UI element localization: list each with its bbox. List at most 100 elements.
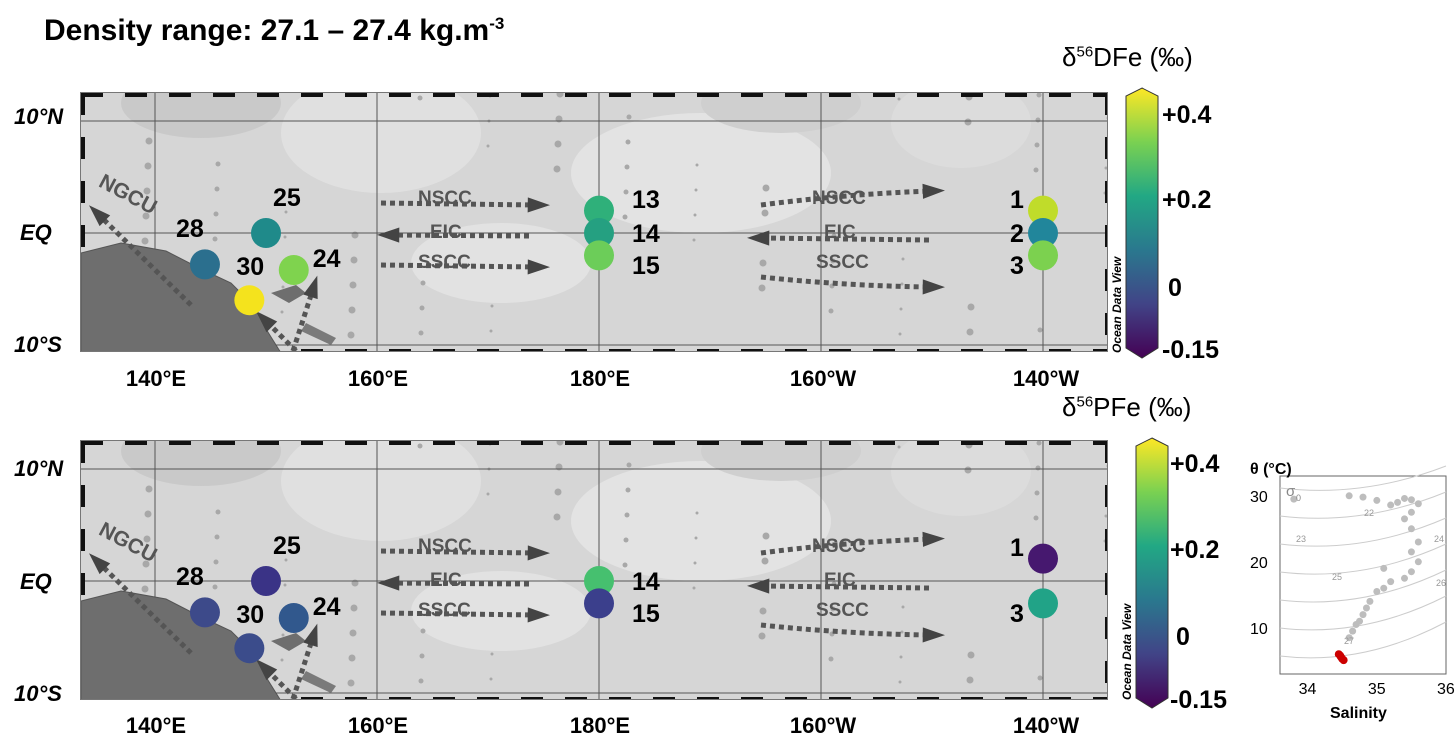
station-marker bbox=[584, 588, 614, 619]
ts-point bbox=[1352, 621, 1360, 628]
current-label-sscc: SSCC bbox=[418, 252, 471, 273]
lon-label-180e: 180°E bbox=[569, 366, 631, 391]
station-marker bbox=[1028, 588, 1058, 619]
station-marker bbox=[234, 285, 265, 316]
ts-isopycnal-label: 26 bbox=[1436, 578, 1446, 588]
current-label-sscc: SSCC bbox=[816, 252, 869, 273]
ts-point bbox=[1401, 574, 1408, 582]
map-background bbox=[81, 93, 1107, 351]
lon-label-160w: 160°W bbox=[789, 713, 857, 738]
ts-point bbox=[1380, 584, 1388, 592]
lon-label-180e: 180°E bbox=[569, 713, 631, 738]
ts-point bbox=[1401, 494, 1408, 502]
lat-label-10s: 10°S bbox=[14, 681, 62, 706]
ts-point bbox=[1414, 558, 1422, 566]
current-label-sscc: SSCC bbox=[418, 600, 471, 621]
lon-label-140w: 140°W bbox=[1012, 366, 1080, 391]
station-label: 24 bbox=[312, 592, 341, 621]
lat-label-10s: 10°S bbox=[14, 332, 62, 357]
lat-label-10n: 10°N bbox=[14, 104, 64, 129]
ts-x-tick: 36 bbox=[1437, 681, 1455, 698]
ts-xlabel: Salinity bbox=[1330, 705, 1387, 722]
current-label-nscc: NSCC bbox=[418, 188, 472, 209]
ts-sigma-sub: 0 bbox=[1296, 493, 1301, 503]
colorbar-tick: +0.2 bbox=[1170, 536, 1220, 564]
ts-point bbox=[1401, 515, 1408, 523]
ts-point bbox=[1366, 597, 1374, 605]
ts-sigma-label: σ bbox=[1286, 483, 1296, 500]
ts-y-tick: 10 bbox=[1250, 621, 1268, 638]
ts-point bbox=[1407, 548, 1415, 556]
current-label-eic: EIC bbox=[824, 570, 856, 591]
station-marker bbox=[1028, 218, 1058, 248]
station-marker bbox=[234, 633, 265, 664]
station-label: 25 bbox=[273, 184, 301, 212]
lon-label-140w: 140°W bbox=[1012, 713, 1080, 738]
station-marker bbox=[584, 240, 614, 271]
lon-label-160w: 160°W bbox=[789, 366, 857, 391]
station-label: 2 bbox=[1010, 220, 1024, 248]
lat-label-10n: 10°N bbox=[14, 456, 64, 481]
station-label: 14 bbox=[632, 220, 660, 248]
station-marker bbox=[189, 249, 220, 280]
ts-x-tick: 35 bbox=[1368, 681, 1386, 698]
ts-point bbox=[1373, 588, 1381, 595]
ts-point bbox=[1387, 578, 1395, 586]
station-label: 28 bbox=[175, 563, 204, 592]
map-panel-pfe bbox=[80, 440, 1108, 700]
station-marker bbox=[1028, 543, 1058, 574]
lon-label-160e: 160°E bbox=[347, 713, 409, 738]
odv-watermark: Ocean Data View bbox=[1120, 603, 1134, 700]
ts-point bbox=[1407, 568, 1415, 576]
map-background bbox=[81, 441, 1107, 699]
station-marker bbox=[584, 218, 614, 248]
ts-point bbox=[1380, 564, 1388, 572]
ts-diagram: θ (°C) Salinity σ 0 34 35 36 30 20 10 22 23 24 25 26 27 bbox=[1250, 462, 1455, 722]
lat-label-eq: EQ bbox=[20, 220, 52, 245]
station-label: 28 bbox=[175, 215, 204, 244]
ts-point bbox=[1345, 492, 1353, 500]
station-marker bbox=[251, 566, 281, 596]
ts-point bbox=[1362, 604, 1370, 612]
current-label-nscc: NSCC bbox=[812, 536, 866, 557]
current-label-eic: EIC bbox=[824, 222, 856, 243]
ts-point bbox=[1373, 496, 1381, 504]
colorbar-tick: 0 bbox=[1176, 623, 1190, 651]
colorbar-tick: -0.15 bbox=[1170, 686, 1227, 714]
station-marker bbox=[251, 218, 281, 248]
station-marker bbox=[584, 566, 614, 596]
colorbar-tick: +0.2 bbox=[1162, 186, 1212, 214]
colorbar-title-dfe: δ56DFe (‰) bbox=[1062, 42, 1193, 72]
ts-isopycnal-label: 23 bbox=[1296, 534, 1306, 544]
ts-point bbox=[1359, 611, 1367, 619]
ts-point bbox=[1414, 538, 1422, 546]
station-label: 15 bbox=[632, 252, 660, 281]
station-label: 24 bbox=[312, 244, 341, 273]
ts-isopycnal-label: 22 bbox=[1364, 508, 1374, 518]
station-marker bbox=[584, 195, 614, 226]
station-label: 25 bbox=[273, 532, 301, 560]
ts-point bbox=[1407, 525, 1415, 533]
map-panel-dfe bbox=[80, 92, 1108, 352]
ts-point bbox=[1345, 634, 1353, 642]
lon-label-140e: 140°E bbox=[125, 713, 187, 738]
ts-isopycnal-label: 25 bbox=[1332, 572, 1342, 582]
station-marker bbox=[1028, 195, 1058, 226]
ts-point bbox=[1359, 493, 1367, 501]
lat-label-eq: EQ bbox=[20, 569, 52, 594]
ts-y-tick: 30 bbox=[1250, 489, 1268, 506]
ts-point bbox=[1407, 496, 1415, 504]
ts-point bbox=[1349, 627, 1357, 635]
ts-point-highlight bbox=[1336, 651, 1345, 660]
station-marker bbox=[1028, 240, 1058, 271]
station-marker bbox=[189, 597, 220, 628]
current-label-nscc: NSCC bbox=[812, 188, 866, 209]
ts-point bbox=[1414, 500, 1422, 508]
current-label-nscc: NSCC bbox=[418, 536, 472, 557]
ts-point bbox=[1407, 508, 1415, 516]
ts-point bbox=[1290, 495, 1298, 503]
station-label: 1 bbox=[1010, 185, 1024, 214]
ts-isopycnal-label: 27 bbox=[1344, 636, 1354, 646]
ts-ylabel: θ (°C) bbox=[1250, 462, 1292, 478]
colorbar-tick: +0.4 bbox=[1162, 101, 1212, 129]
